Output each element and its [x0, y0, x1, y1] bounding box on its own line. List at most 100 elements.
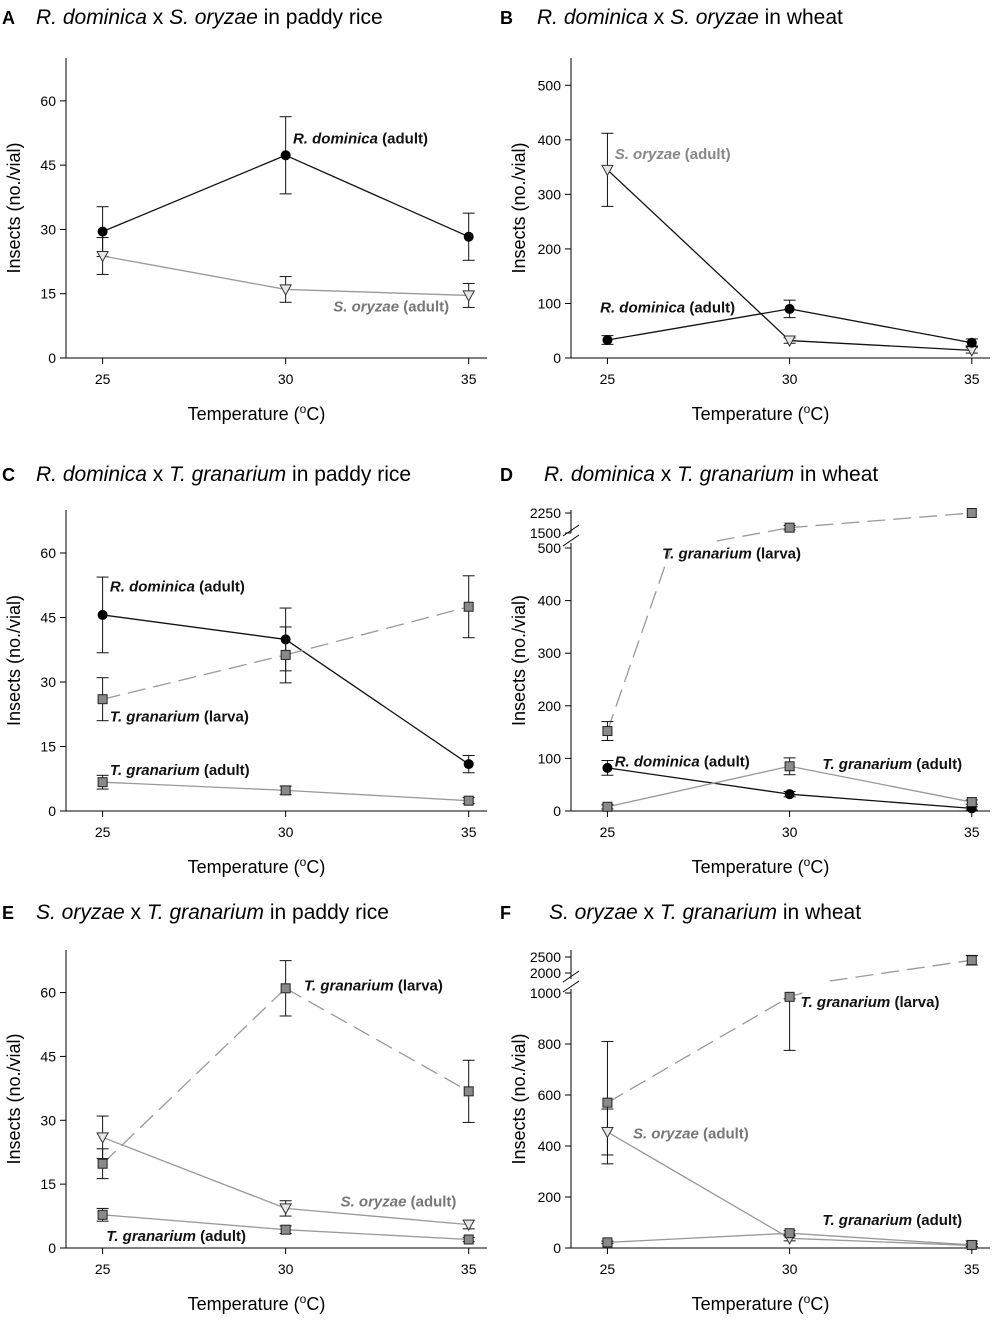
x-tick-label: 25: [600, 1261, 616, 1277]
data-point-circle: [97, 609, 108, 620]
x-axis-label: Temperature (oC): [188, 855, 326, 877]
panel-c: C R. dominica x T. granarium in paddy ric…: [2, 463, 487, 877]
series-line-segment: [285, 638, 470, 765]
series-t-granarium-adult: T. granarium (adult): [601, 1212, 978, 1250]
panel-a: A R. dominica x S. oryzae in paddy rice 0 1…: [2, 6, 487, 424]
y-tick-label: 15: [40, 739, 56, 755]
data-point-square: [97, 777, 108, 788]
y-tick-label: 0: [553, 803, 561, 819]
y-tick-label: 15: [40, 286, 56, 302]
data-point-square: [463, 1234, 474, 1245]
data-point-square: [966, 1239, 977, 1250]
series-line-segment: [789, 339, 972, 352]
series-label: R. dominica (adult): [110, 579, 245, 596]
data-point-triangle: [462, 1219, 476, 1232]
data-point-triangle: [279, 284, 292, 296]
data-point-circle: [784, 303, 795, 314]
data-point-square: [784, 991, 795, 1002]
data-point-circle: [966, 337, 977, 348]
panel-letter: B: [500, 8, 513, 28]
series-label: T. granarium (adult): [106, 1228, 246, 1245]
panel-e: E S. oryzae x T. granarium in paddy rice 0…: [2, 901, 487, 1314]
y-tick-label: 0: [48, 1240, 56, 1256]
series-line-segment: [607, 308, 790, 341]
x-tick-label: 25: [600, 824, 616, 840]
x-tick-label: 30: [278, 371, 294, 387]
panel-d: D R. dominica x T. granarium in wheat 0 100…: [500, 463, 990, 877]
y-tick-label: 600: [538, 1087, 562, 1103]
data-point-square: [966, 508, 977, 518]
series-line-segment: [102, 781, 286, 792]
series-label: T. granarium (larva): [801, 994, 940, 1011]
y-tick-label: 800: [538, 1036, 562, 1052]
series-label: T. granarium (adult): [110, 762, 250, 779]
x-tick-label: 25: [95, 824, 111, 840]
y-tick-label: 500: [538, 77, 562, 93]
series-line-segment: [607, 765, 790, 808]
series-line-segment: [789, 308, 972, 344]
panel-letter: F: [500, 903, 511, 923]
x-tick-label: 30: [782, 371, 798, 387]
panel-letter: C: [2, 465, 15, 485]
y-axis-label: Insects (no./vial): [4, 142, 24, 273]
x-tick-label: 25: [95, 371, 111, 387]
series-t-granarium-adult: T. granarium (adult): [96, 1207, 475, 1245]
x-tick-label: 30: [278, 824, 294, 840]
series-label: T. granarium (larva): [110, 709, 249, 726]
series-line-segment: [102, 255, 286, 291]
y-tick-label: 300: [538, 645, 562, 661]
series-line-segment: [285, 1207, 469, 1226]
series-r-dominica-adult: R. dominica (adult): [600, 299, 978, 348]
x-axis-label: Temperature (oC): [188, 1292, 326, 1314]
x-tick-label: 25: [95, 1261, 111, 1277]
series-line-segment: [102, 1136, 286, 1210]
series-label: T. granarium (larva): [304, 977, 443, 994]
data-point-circle: [602, 762, 613, 773]
y-tick-label: 1000: [530, 985, 561, 1001]
series-line-segment: [102, 614, 286, 641]
series-line-segment: [789, 1232, 972, 1246]
series-label: S. oryzae (adult): [333, 299, 449, 316]
y-tick-label: 200: [538, 698, 562, 714]
axis-break-mark: [562, 534, 580, 547]
data-point-square: [97, 1209, 108, 1220]
panel-b: B R. dominica x S. oryzae in wheat 0 100 200…: [500, 6, 990, 424]
x-tick-label: 30: [278, 1261, 294, 1277]
y-axis-label: Insects (no./vial): [4, 595, 24, 726]
series-line-segment: [102, 654, 286, 700]
y-axis-label: Insects (no./vial): [509, 142, 529, 273]
series-label: T. granarium (adult): [822, 1212, 962, 1229]
axis-break-mark: [562, 970, 580, 983]
y-tick-label: 400: [538, 1138, 562, 1154]
data-point-square: [602, 726, 613, 737]
series-line-segment: [285, 987, 470, 1092]
y-tick-label: 60: [40, 93, 56, 109]
series-line-segment: [607, 767, 790, 795]
data-point-triangle: [96, 1132, 109, 1144]
y-tick-label: 45: [40, 610, 56, 626]
y-tick-label: 30: [40, 221, 56, 237]
x-tick-label: 30: [782, 824, 798, 840]
y-tick-label: 0: [553, 350, 561, 366]
y-tick-label: 400: [538, 593, 562, 609]
y-tick-label: 2250: [530, 505, 561, 521]
panel-title: R. dominica x S. oryzae in paddy rice: [36, 6, 383, 29]
y-tick-label: 0: [553, 1240, 561, 1256]
series-s-oryzae-adult: S. oryzae (adult): [96, 1115, 476, 1232]
y-axis-label: Insects (no./vial): [509, 595, 529, 726]
series-line-segment: [285, 154, 469, 238]
x-axis-label: Temperature (oC): [692, 402, 830, 424]
series-line-segment: [607, 996, 790, 1104]
panel-letter: A: [2, 8, 15, 28]
x-axis-label: Temperature (oC): [188, 402, 326, 424]
data-point-square: [97, 1158, 108, 1169]
series-line-segment: [789, 793, 972, 810]
series-line-segment: [829, 959, 972, 982]
y-tick-label: 0: [48, 350, 56, 366]
series-line-segment: [285, 288, 469, 297]
series-t-granarium-larva: T. granarium (larva): [601, 508, 977, 742]
series-s-oryzae-adult: S. oryzae (adult): [601, 1108, 979, 1252]
y-tick-label: 60: [40, 545, 56, 561]
x-tick-label: 35: [964, 1261, 980, 1277]
